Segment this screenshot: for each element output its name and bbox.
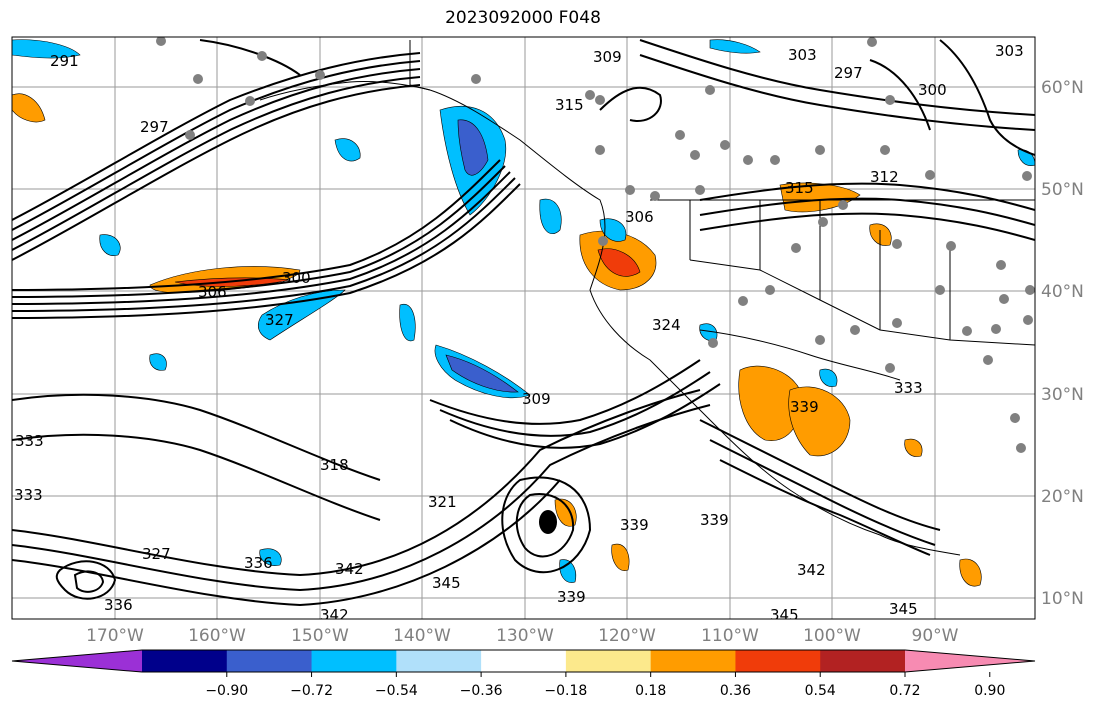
colorbar-segment (396, 650, 482, 672)
contour-label: 318 (320, 456, 349, 474)
colorbar-tick-label: 0.18 (635, 683, 666, 699)
contour-label: 342 (797, 561, 826, 579)
y-tick-label: 10°N (1041, 589, 1084, 609)
contour-label: 297 (140, 118, 169, 136)
contour-label: 333 (15, 432, 44, 450)
x-tick-label: 130°W (496, 626, 554, 646)
contour-labels: 291 297 309 303 297 300 303 315 306 300 … (14, 42, 1024, 624)
contour-label: 297 (834, 64, 863, 82)
contour-label: 345 (889, 600, 918, 618)
colorbar-tick-label: 0.36 (720, 683, 751, 699)
coastlines (259, 40, 1035, 556)
contour-label: 345 (432, 574, 461, 592)
y-tick-label: 60°N (1041, 78, 1084, 98)
colorbar-tick-label: 0.54 (805, 683, 836, 699)
contour-label: 303 (788, 46, 817, 64)
contour-label: 309 (593, 48, 622, 66)
colorbar-tick-label: −0.90 (205, 683, 248, 699)
contour-label: 300 (282, 269, 311, 287)
low-center (539, 510, 557, 534)
contour-label: 327 (142, 545, 171, 563)
colorbar: −0.90 −0.72 −0.54 −0.36 −0.18 0.18 0.36 0.54 0.7… (11, 649, 1036, 699)
colorbar-segment (820, 650, 906, 672)
contour-label: 309 (522, 390, 551, 408)
colorbar-tick-label: −0.72 (290, 683, 333, 699)
contour-label: 345 (770, 606, 799, 624)
map-panel: 291 297 309 303 297 300 303 315 306 300 … (12, 37, 1035, 624)
contour-label: 342 (335, 560, 364, 578)
contour-label: 321 (428, 493, 457, 511)
contour-label: 315 (785, 179, 814, 197)
colorbar-tick-label: −0.36 (460, 683, 503, 699)
contour-label: 327 (265, 311, 294, 329)
x-tick-label: 140°W (393, 626, 451, 646)
y-axis-labels: 60°N 50°N 40°N 30°N 20°N 10°N (1041, 78, 1084, 609)
y-tick-label: 20°N (1041, 487, 1084, 507)
contour-label: 315 (555, 96, 584, 114)
y-tick-label: 40°N (1041, 282, 1084, 302)
y-tick-label: 50°N (1041, 180, 1084, 200)
colorbar-segment (650, 650, 736, 672)
contour-label: 312 (870, 168, 899, 186)
colorbar-segment (565, 650, 652, 672)
x-tick-label: 90°W (912, 626, 959, 646)
x-tick-label: 170°W (86, 626, 144, 646)
observation-markers (156, 37, 1035, 453)
colorbar-extend-high (905, 650, 1035, 672)
contour-label: 336 (244, 554, 273, 572)
contour-label: 306 (625, 208, 654, 226)
x-tick-label: 100°W (803, 626, 861, 646)
x-tick-label: 150°W (291, 626, 349, 646)
map-title: 2023092000 F048 (445, 8, 601, 28)
colorbar-outline (11, 649, 1036, 673)
x-axis-labels: 170°W 160°W 150°W 140°W 130°W 120°W 110°… (86, 626, 959, 646)
contour-label: 339 (557, 588, 586, 606)
graticule (12, 37, 1035, 619)
colorbar-tick-label: 0.90 (974, 683, 1005, 699)
colorbar-tick-label: −0.18 (544, 683, 587, 699)
contour-label: 339 (700, 511, 729, 529)
colorbar-segment (226, 650, 313, 672)
colorbar-segment (481, 650, 567, 672)
contour-label: 306 (198, 283, 227, 301)
x-tick-label: 120°W (598, 626, 656, 646)
colorbar-extend-low (12, 650, 142, 672)
contour-label: 303 (995, 42, 1024, 60)
contour-label: 336 (104, 596, 133, 614)
contour-label: 291 (50, 52, 79, 70)
colorbar-tick-label: 0.72 (889, 683, 920, 699)
contour-label: 300 (918, 81, 947, 99)
colorbar-tick-label: −0.54 (375, 683, 418, 699)
contour-label: 333 (14, 486, 43, 504)
x-tick-label: 160°W (188, 626, 246, 646)
y-tick-label: 30°N (1041, 385, 1084, 405)
contour-label: 333 (894, 379, 923, 397)
colorbar-segment (735, 650, 821, 672)
colorbar-segment (311, 650, 397, 672)
contour-label: 339 (620, 516, 649, 534)
contour-lines (12, 39, 1035, 607)
x-tick-label: 110°W (701, 626, 759, 646)
colorbar-segment (142, 650, 228, 672)
contour-label: 339 (790, 398, 819, 416)
contour-label: 324 (652, 316, 681, 334)
contour-label: 342 (320, 606, 349, 624)
map-frame (11, 36, 1036, 620)
